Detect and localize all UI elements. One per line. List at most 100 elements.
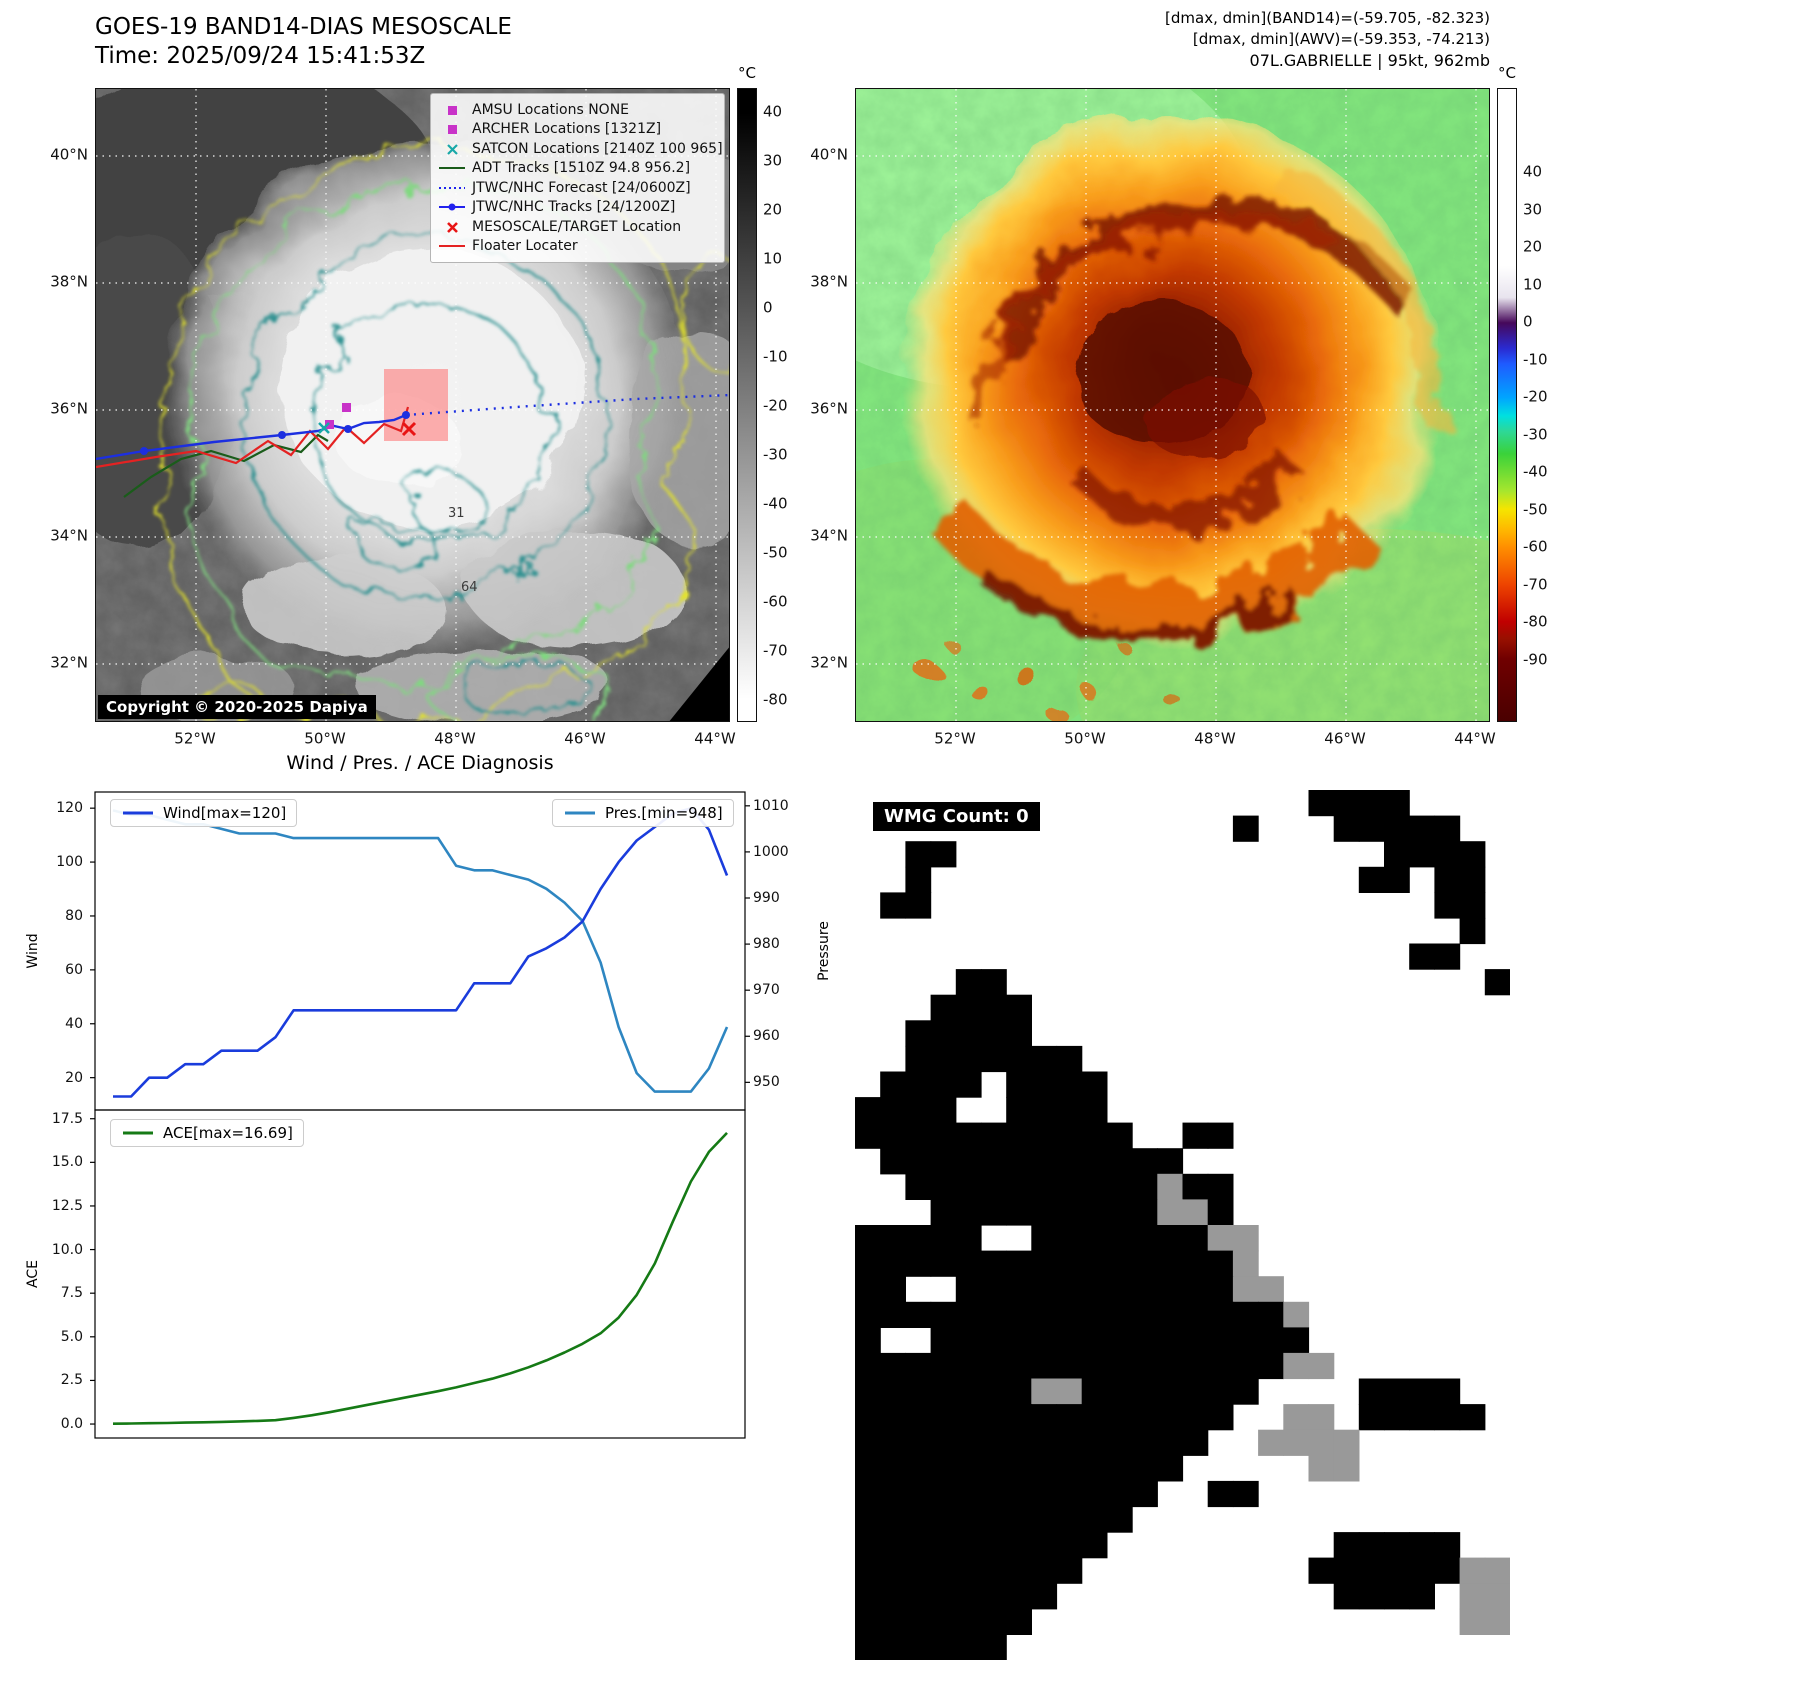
dmax-dmin-awv: [dmax, dmin](AWV)=(-59.353, -74.213) [1192,30,1490,48]
tick-label: -50 [763,543,788,562]
legend-item-adt: ADT Tracks [1510Z 94.8 956.2] [437,159,718,179]
mesoscale-target-box [384,369,448,441]
tick-label: -60 [763,592,788,611]
legend-item-archer: ARCHER Locations [1321Z] [437,120,718,140]
tick-label: -30 [763,445,788,464]
tick-label: 2.5 [60,1372,83,1389]
ace-legend-label: ACE[max=16.69] [163,1124,293,1142]
tick-label: 40 [1523,162,1543,181]
tick-label: 34°N [50,526,88,545]
adt-line-icon [437,160,467,176]
left-map-time: Time: 2025/09/24 15:41:53Z [95,43,426,69]
tick-label: 17.5 [51,1110,83,1127]
tick-label: 12.5 [51,1197,83,1214]
diagnosis-title: Wind / Pres. / ACE Diagnosis [286,752,554,774]
pressure-legend: Pres.[min=948] [552,799,734,827]
tick-label: 50°W [1064,729,1106,748]
tick-label: -80 [1523,612,1548,631]
map-legend: AMSU Locations NONE ARCHER Locations [13… [430,93,725,263]
tick-label: 38°N [810,272,848,291]
ace-line-sample-icon [123,1131,153,1135]
tick-label: 960 [753,1028,780,1045]
legend-item-amsu: AMSU Locations NONE [437,100,718,120]
floater-line-icon [437,238,467,254]
left-colorbar-unit: °C [738,64,756,82]
tick-label: 0 [1523,312,1533,331]
tick-label: 40 [65,1015,83,1032]
tick-label: 40°N [50,145,88,164]
adt-track-line [123,433,329,498]
tick-label: -30 [1523,425,1548,443]
wind-line-sample-icon [123,811,153,815]
tick-label: 120 [56,800,83,817]
tick-label: 32°N [50,653,88,672]
wind-legend-label: Wind[max=120] [163,804,287,822]
amsu-square-icon [437,102,467,118]
tick-label: -40 [1523,462,1548,481]
legend-label: JTWC/NHC Forecast [24/0600Z] [472,179,691,196]
pressure-legend-label: Pres.[min=948] [605,804,723,822]
tick-label: -70 [1523,575,1548,593]
mesoscale-target-marker [401,421,417,437]
tick-label: 38°N [50,272,88,291]
tick-label: 5.0 [60,1328,83,1345]
tick-label: -10 [1523,350,1548,368]
tick-label: 80 [65,907,83,924]
awv-satellite-image [856,89,1489,721]
tick-label: 20 [65,1069,83,1086]
jtwc-track-dots [140,411,410,455]
legend-label: AMSU Locations NONE [472,101,630,118]
tick-label: 20 [763,200,783,219]
ace-legend: ACE[max=16.69] [110,1119,304,1147]
tick-label: 990 [753,890,780,906]
tick-label: -90 [1523,650,1548,668]
target-x-icon [437,219,467,235]
tick-label: 52°W [934,729,976,748]
awv-map-panel [855,88,1490,722]
storm-bands [932,166,1445,641]
legend-label: MESOSCALE/TARGET Location [472,218,682,235]
tick-label: 36°N [50,399,88,418]
legend-item-forecast: JTWC/NHC Forecast [24/0600Z] [437,178,718,198]
tick-label: 0.0 [60,1416,83,1433]
wmg-count-badge: WMG Count: 0 [873,802,1040,831]
tick-label: 34°N [810,526,848,545]
left-colorbar [737,88,757,722]
legend-item-target: MESOSCALE/TARGET Location [437,217,718,237]
tick-label: 50°W [304,729,346,748]
satcon-x-icon [437,141,467,157]
tick-label: -50 [1523,500,1548,518]
chart-series-line [112,809,729,1093]
legend-label: ADT Tracks [1510Z 94.8 956.2] [472,160,691,177]
tick-label: 20 [1523,237,1543,256]
forecast-dotted-line-icon [437,180,467,196]
tick-label: 46°W [564,729,606,748]
tick-label: 40 [763,102,783,121]
ace-axis-label: ACE [25,1260,41,1288]
tick-label: 950 [753,1074,780,1091]
no-data-wedge [669,647,729,721]
amsu-location-marker [325,420,334,429]
archer-square-icon [437,121,467,137]
diagnosis-charts [90,791,750,1439]
pressure-axis-label: Pressure [816,921,832,981]
track-line-dot-icon [437,199,467,215]
tick-label: 10.0 [51,1241,83,1258]
tick-label: 980 [753,936,780,953]
tick-label: 970 [753,982,780,999]
tick-label: 1000 [753,843,789,860]
tick-label: 15.0 [51,1154,83,1171]
copyright-watermark: Copyright © 2020-2025 Dapiya [98,695,376,719]
tick-label: 46°W [1324,729,1366,748]
storm-name-intensity: 07L.GABRIELLE | 95kt, 962mb [1249,51,1490,70]
tick-label: 1010 [753,797,789,814]
chart-series-line [113,806,729,1098]
wmg-mask-image [855,790,1510,1660]
legend-label: JTWC/NHC Tracks [24/1200Z] [472,199,676,216]
tick-label: -60 [1523,537,1548,556]
pressure-line-sample-icon [565,811,595,815]
tick-label: 52°W [174,729,216,748]
tick-label: 10 [763,249,783,268]
tick-label: 100 [56,854,83,871]
